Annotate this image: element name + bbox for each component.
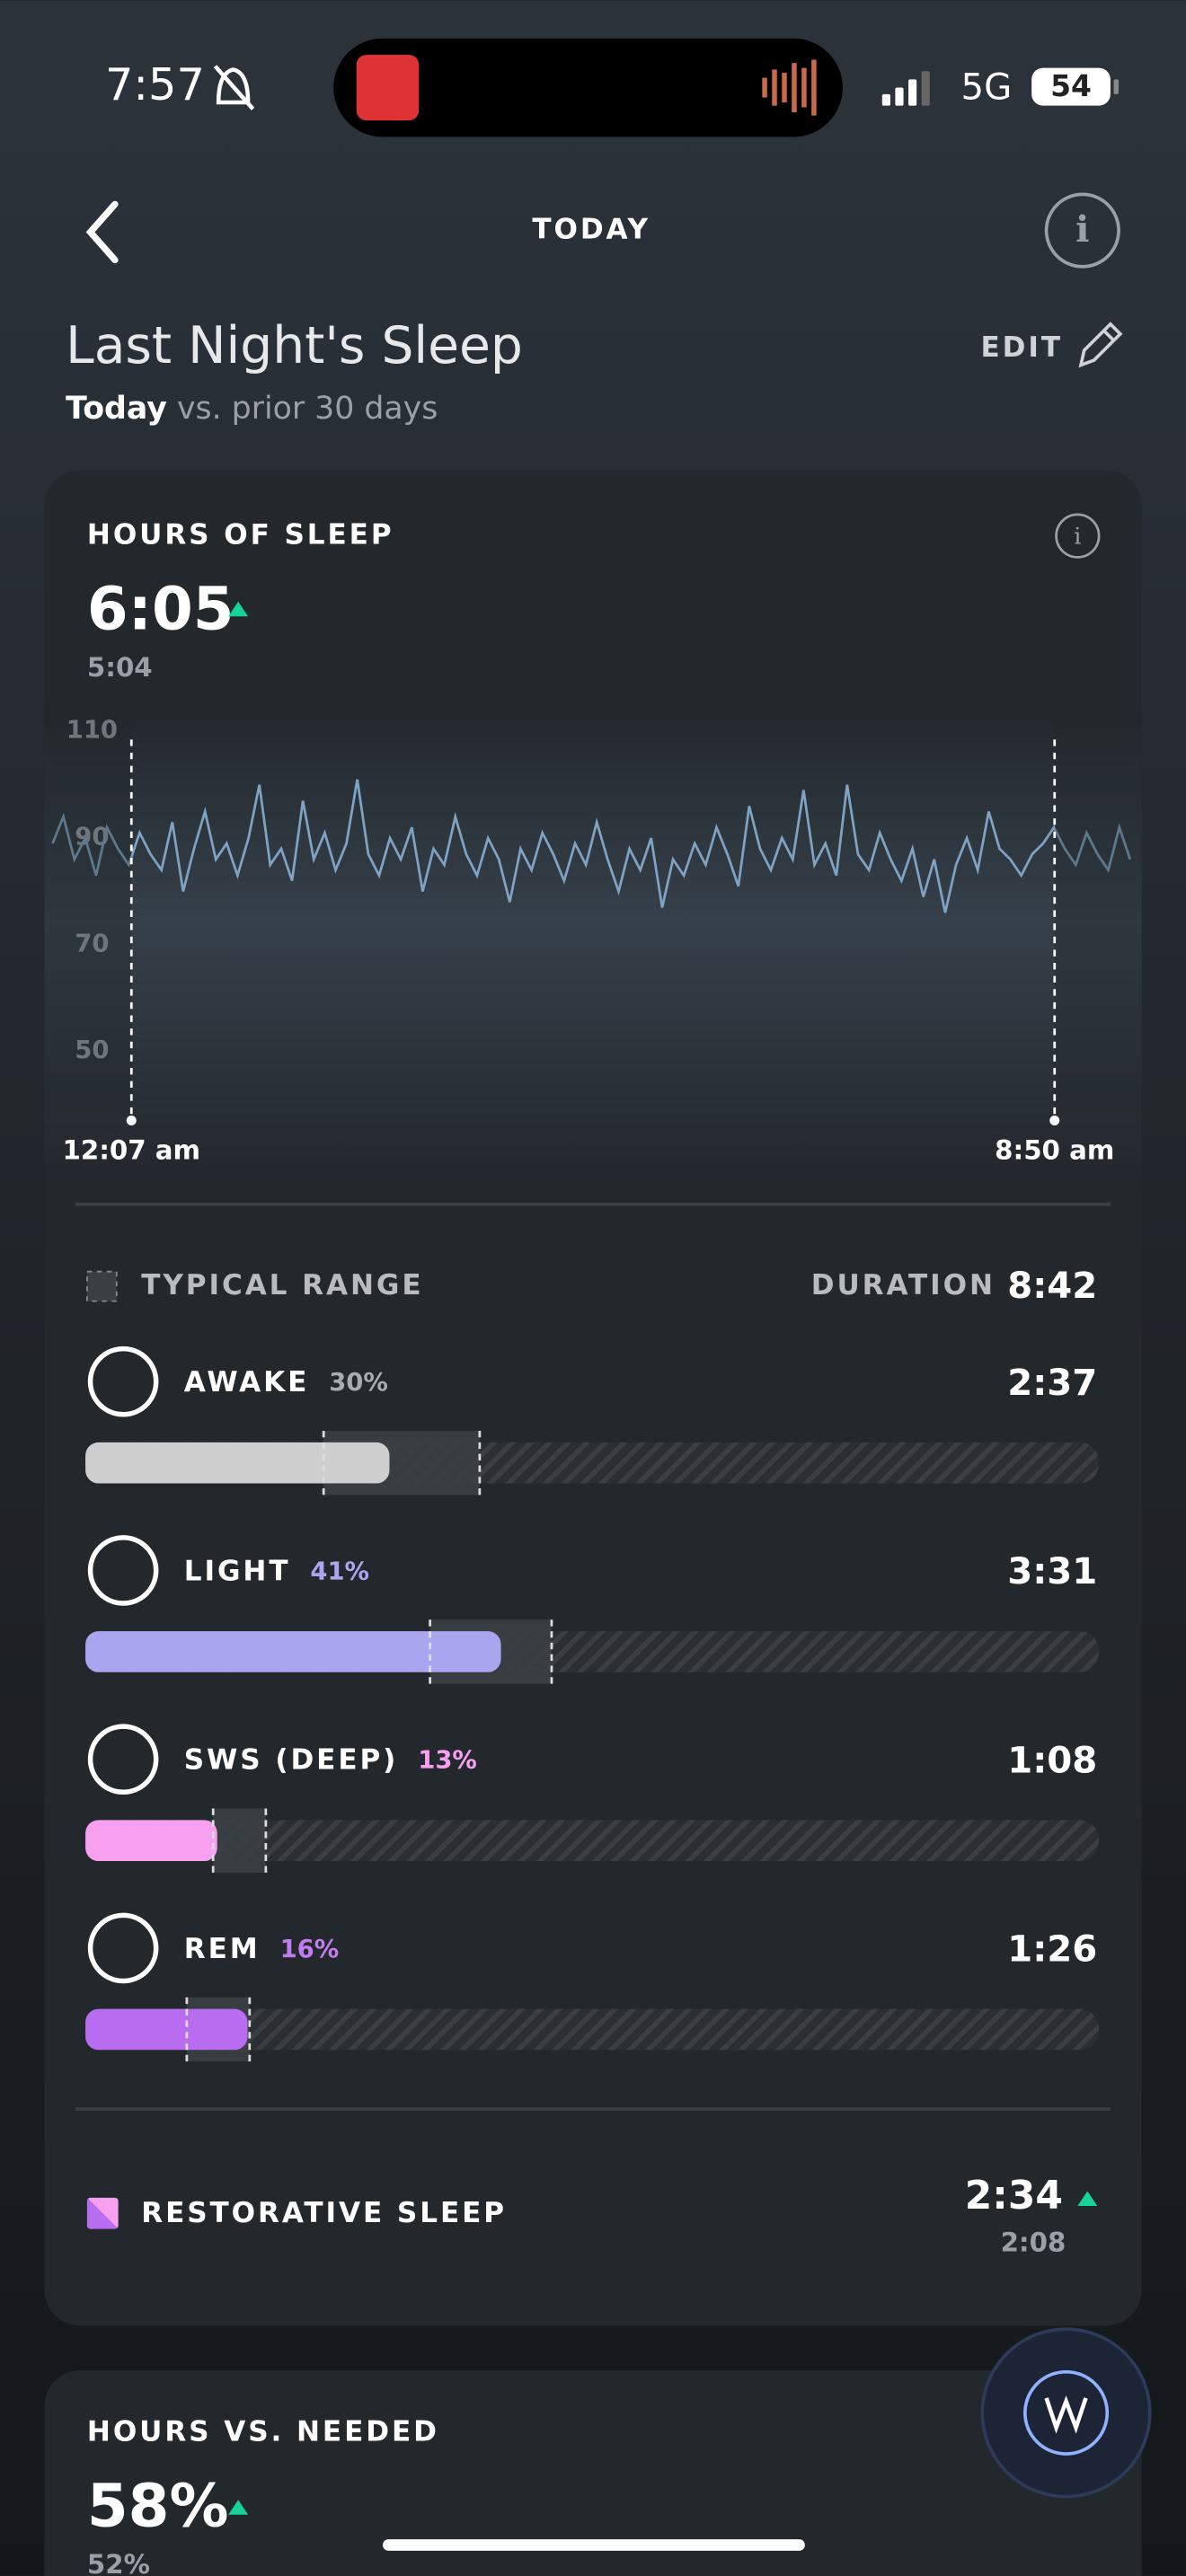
- up-arrow: [228, 601, 249, 617]
- dynamic-island: [333, 38, 843, 137]
- stage-icon: [87, 1535, 159, 1606]
- stage-bar: [85, 1820, 217, 1862]
- svg-text:i: i: [1075, 208, 1089, 251]
- svg-text:i: i: [1074, 523, 1081, 550]
- stage-name: LIGHT: [184, 1555, 291, 1587]
- needed-previous: 52%: [87, 2549, 150, 2576]
- stage-bar: [85, 2008, 248, 2051]
- stage-name: AWAKE: [184, 1366, 310, 1398]
- info-button[interactable]: i: [1044, 192, 1120, 269]
- stage-bar: [85, 1631, 501, 1672]
- back-button[interactable]: [85, 200, 119, 264]
- restorative-previous: 2:08: [1001, 2228, 1067, 2258]
- stage-duration: 3:31: [1007, 1551, 1097, 1592]
- subtitle: Today vs. prior 30 days: [66, 391, 438, 427]
- heart-rate-line: [51, 779, 1132, 913]
- stage-duration: 1:08: [1007, 1740, 1097, 1781]
- album-art: [356, 54, 420, 121]
- up-arrow: [1077, 2191, 1098, 2206]
- needed-value: 58%: [87, 2471, 229, 2540]
- card-info[interactable]: i: [1055, 513, 1101, 559]
- edit-button[interactable]: EDIT: [980, 331, 1063, 364]
- stage-percent: 41%: [310, 1557, 369, 1585]
- stage-icon: [87, 1724, 159, 1795]
- sleep-previous: 5:04: [87, 652, 153, 683]
- duration-label: DURATION: [811, 1269, 996, 1301]
- edit-icon[interactable]: [1078, 322, 1123, 368]
- chart-background: [44, 706, 1142, 1183]
- stage-label: AWAKE 30%: [184, 1366, 388, 1398]
- sleep-marker-dot: [1049, 1116, 1060, 1126]
- network: 5G: [961, 66, 1013, 108]
- stage-track: [85, 2008, 1100, 2051]
- section-title: Last Night's Sleep: [66, 316, 523, 375]
- signal-icon: [881, 71, 930, 106]
- stage-icon: [87, 1345, 159, 1417]
- stage-name: SWS (DEEP): [184, 1744, 399, 1777]
- outside-shade: [44, 719, 132, 1115]
- clock: 7:57: [105, 58, 205, 110]
- restorative-value: 2:34: [965, 2173, 1063, 2219]
- typical-range: [213, 1808, 266, 1873]
- header-title: TODAY: [532, 214, 651, 246]
- y-tick-label: 110: [66, 717, 118, 745]
- stage-bar: [85, 1442, 390, 1484]
- stage-label: REM 16%: [184, 1933, 339, 1965]
- coach-button[interactable]: [980, 2327, 1152, 2499]
- battery: [1031, 67, 1111, 106]
- stage-percent: 13%: [418, 1746, 477, 1774]
- battery-tip: [1113, 79, 1120, 94]
- up-arrow: [228, 2500, 249, 2515]
- restorative-label: RESTORATIVE SLEEP: [141, 2197, 507, 2229]
- card-title: HOURS OF SLEEP: [87, 519, 394, 551]
- duration-total: 8:42: [1007, 1266, 1097, 1307]
- stage-percent: 16%: [280, 1935, 340, 1963]
- stage-label: SWS (DEEP) 13%: [184, 1744, 477, 1777]
- home-indicator: [382, 2539, 805, 2551]
- time-label: 12:07 am: [63, 1135, 201, 1166]
- y-tick-label: 50: [75, 1037, 109, 1064]
- legend-icon: [85, 1270, 118, 1302]
- stage-duration: 1:26: [1007, 1929, 1097, 1971]
- y-tick-label: 70: [75, 930, 109, 957]
- stage-name: REM: [184, 1933, 261, 1965]
- stage-icon: [87, 1912, 159, 1984]
- stages: AWAKE 30% 2:37 LIGHT 41% 3:31 SWS (DEEP) 13% 1:0…: [85, 1345, 1100, 2062]
- battery-level: 54: [1050, 68, 1092, 103]
- outside-shade: [1054, 719, 1142, 1115]
- stage-duration: 2:37: [1007, 1363, 1097, 1404]
- restorative-icon: [86, 2197, 119, 2229]
- stage-track: [85, 1820, 1100, 1862]
- time-label: 8:50 am: [995, 1135, 1114, 1166]
- legend-label: TYPICAL RANGE: [141, 1269, 423, 1301]
- card-title: HOURS VS. NEEDED: [87, 2415, 439, 2448]
- stage-percent: 30%: [329, 1369, 388, 1397]
- audio-wave: [762, 59, 817, 116]
- needed-card: [44, 2369, 1142, 2576]
- sleep-marker-dot: [126, 1116, 137, 1126]
- sleep-value: 6:05: [87, 575, 235, 644]
- stage-label: LIGHT 41%: [184, 1555, 369, 1587]
- mute-icon: [213, 65, 255, 110]
